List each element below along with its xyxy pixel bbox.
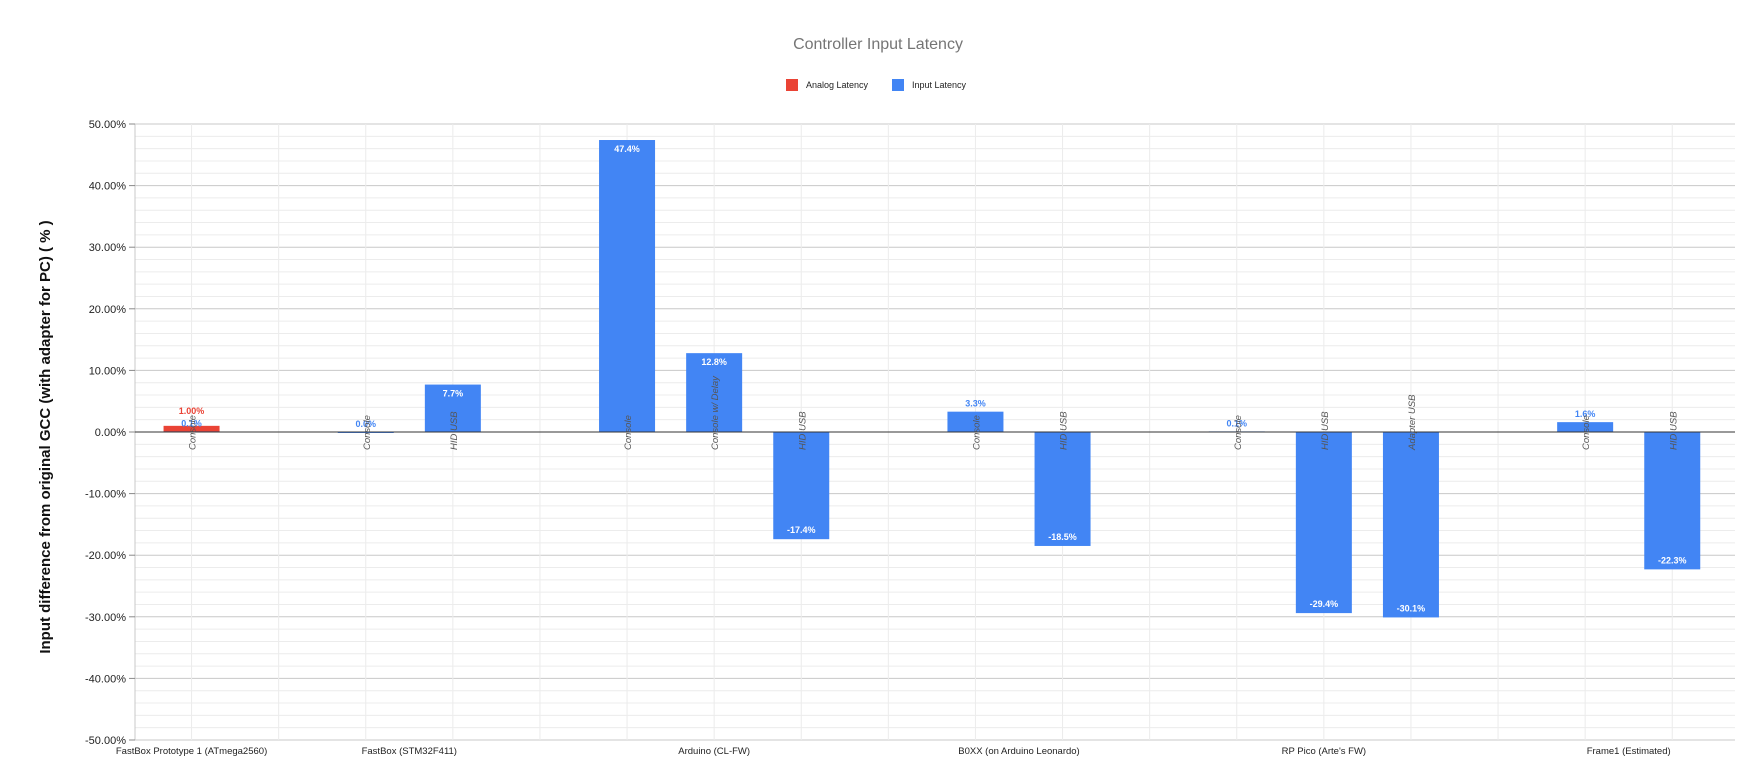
sub-category-label: Console (623, 415, 634, 450)
data-label: 1.00% (179, 406, 205, 416)
sub-category-label: Console (188, 415, 199, 450)
bar-input-latency (686, 353, 743, 432)
legend-label-analog-latency: Analog Latency (806, 80, 869, 90)
y-axis: 50.00% 40.00% 30.00% 20.00% 10.00% 0.00% -10.0… (85, 119, 135, 747)
y-tick-label: 30.00% (89, 242, 127, 254)
data-label: 47.4% (614, 144, 640, 154)
sub-category-label: Console (1581, 415, 1592, 450)
y-tick-label: 20.00% (89, 304, 127, 316)
x-axis: FastBox Prototype 1 (ATmega2560) FastBox … (116, 746, 1671, 757)
y-tick-label: -40.00% (85, 673, 126, 685)
group-label: Frame1 (Estimated) (1587, 746, 1671, 757)
bar-input-latency (1295, 432, 1352, 614)
chart-title: Controller Input Latency (793, 36, 963, 53)
y-tick-label: -50.00% (85, 735, 126, 747)
data-label: 1.6% (1575, 409, 1596, 419)
y-tick-label: 10.00% (89, 365, 127, 377)
data-label: 0.1% (181, 418, 202, 428)
y-tick-label: 0.00% (95, 427, 126, 439)
sub-category-label: HID USB (1059, 411, 1070, 450)
sub-category-label: Console (1233, 415, 1244, 450)
bar-input-latency (424, 384, 481, 432)
sub-category-label: HID USB (449, 411, 460, 450)
bar-input-latency (947, 411, 1004, 432)
y-tick-label: -20.00% (85, 550, 126, 562)
bar-input-latency (1557, 422, 1614, 432)
bar-input-latency (1644, 432, 1701, 570)
sub-category-label: Console (362, 415, 373, 450)
bar-input-latency (773, 432, 830, 540)
group-label: Arduino (CL-FW) (678, 746, 750, 757)
bar-analog-latency (163, 425, 220, 432)
sub-category-label: Adapter USB (1407, 394, 1418, 451)
bar-input-latency (599, 140, 656, 433)
y-tick-label: 40.00% (89, 181, 127, 193)
group-label: RP Pico (Arte's FW) (1282, 746, 1367, 757)
data-label: -22.3% (1658, 555, 1687, 565)
y-tick-label: 50.00% (89, 119, 127, 131)
sub-category-label: HID USB (1320, 411, 1331, 450)
data-label: -30.1% (1397, 603, 1426, 613)
group-label: FastBox Prototype 1 (ATmega2560) (116, 746, 267, 757)
y-tick-label: -10.00% (85, 489, 126, 501)
legend[interactable]: Analog Latency Input Latency (786, 79, 967, 91)
bar-input-latency (1034, 432, 1091, 546)
group-label: B0XX (on Arduino Leonardo) (958, 746, 1079, 757)
legend-swatch-analog-latency (786, 79, 798, 91)
group-label: FastBox (STM32F411) (362, 746, 457, 757)
y-axis-title: Input difference from original GCC (with… (37, 220, 54, 653)
data-label: 0.1% (1226, 418, 1247, 428)
sub-category-label: Console (971, 415, 982, 450)
y-tick-label: -30.00% (85, 612, 126, 624)
data-labels: 1.00% 0.1% 0.0% 7.7% 47.4% 12.8% -17.4% 3.3% -18… (179, 144, 1687, 613)
bars (163, 140, 1701, 618)
legend-swatch-input-latency (892, 79, 904, 91)
data-label: 0.0% (355, 419, 376, 429)
data-label: 12.8% (701, 357, 727, 367)
data-label: 3.3% (965, 399, 986, 409)
data-label: 7.7% (443, 389, 464, 399)
data-label: -17.4% (787, 525, 816, 535)
data-label: -29.4% (1310, 599, 1339, 609)
sub-category-label: HID USB (1668, 411, 1679, 450)
bar-input-latency (1382, 432, 1439, 618)
gridlines (134, 123, 1735, 741)
sub-category-label: HID USB (797, 411, 808, 450)
data-label: -18.5% (1048, 532, 1077, 542)
sub-category-label: Console w/ Delay (710, 375, 721, 450)
legend-label-input-latency: Input Latency (912, 80, 967, 90)
